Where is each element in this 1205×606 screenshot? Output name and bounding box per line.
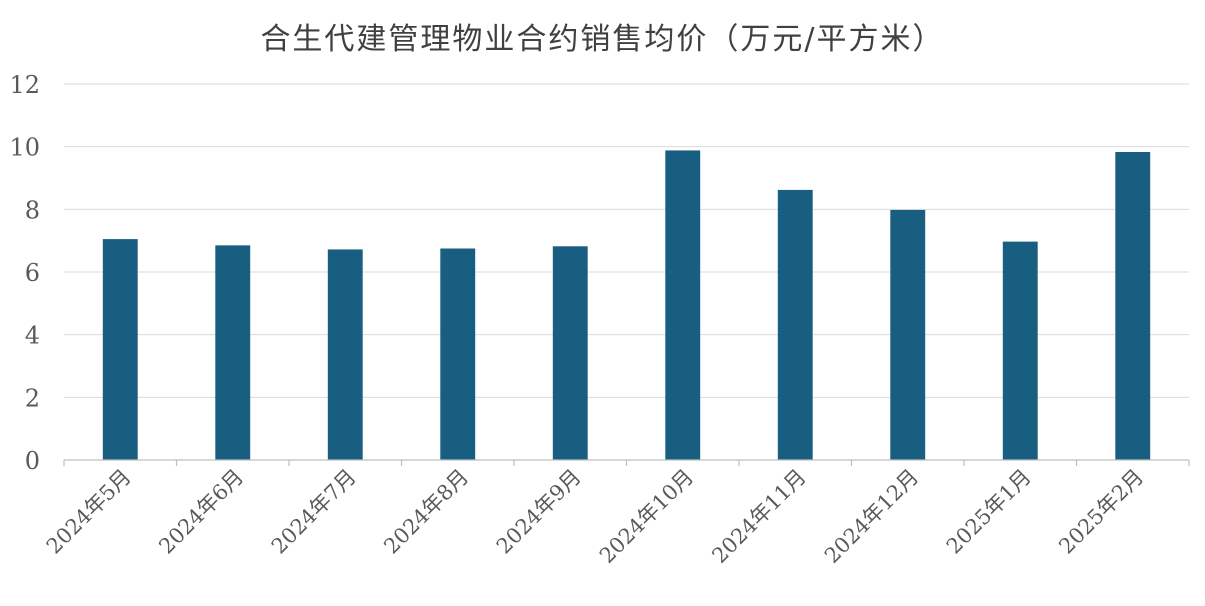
y-tick-label-10: 10 bbox=[9, 134, 40, 162]
bar-2024年8月 bbox=[440, 248, 476, 460]
gridlines bbox=[64, 83, 1189, 398]
x-tick-label: 2024年5月 bbox=[42, 465, 136, 559]
x-tick-label: 2025年1月 bbox=[942, 465, 1036, 559]
bar-2024年6月 bbox=[215, 245, 251, 460]
x-tick-label: 2025年2月 bbox=[1054, 465, 1148, 559]
y-tick-label-12: 12 bbox=[9, 71, 40, 99]
x-tick-label: 2024年6月 bbox=[154, 465, 248, 559]
y-tick-label-0: 0 bbox=[25, 447, 40, 475]
chart-title: 合生代建管理物业合约销售均价（万元/平方米） bbox=[260, 22, 945, 57]
y-tick-label-2: 2 bbox=[25, 384, 40, 412]
x-tick-label: 2024年7月 bbox=[267, 465, 361, 559]
x-tick-label: 2024年12月 bbox=[820, 465, 923, 568]
bars bbox=[102, 150, 1151, 460]
y-tick-label-6: 6 bbox=[25, 259, 40, 287]
x-tick-label: 2024年8月 bbox=[379, 465, 473, 559]
y-axis-labels: 0 2 4 6 8 10 12 bbox=[9, 71, 40, 475]
bar-2024年5月 bbox=[102, 239, 138, 460]
x-tick-label: 2024年9月 bbox=[492, 465, 586, 559]
y-tick-label-8: 8 bbox=[25, 196, 40, 224]
x-axis bbox=[63, 459, 1190, 466]
bar-2025年2月 bbox=[1115, 151, 1151, 460]
x-axis-labels: 2024年5月 2024年6月 2024年7月 2024年8月 2024年9月 2024年… bbox=[42, 465, 1148, 568]
x-tick-label: 2024年11月 bbox=[707, 465, 810, 568]
bar-2024年9月 bbox=[552, 246, 588, 460]
bar-2025年1月 bbox=[1002, 241, 1038, 460]
y-tick-label-4: 4 bbox=[25, 322, 40, 350]
bar-2024年11月 bbox=[777, 189, 813, 460]
bar-2024年10月 bbox=[665, 150, 701, 460]
bar-2024年7月 bbox=[327, 249, 363, 460]
bar-2024年12月 bbox=[890, 209, 926, 460]
x-tick-label: 2024年10月 bbox=[595, 465, 698, 568]
